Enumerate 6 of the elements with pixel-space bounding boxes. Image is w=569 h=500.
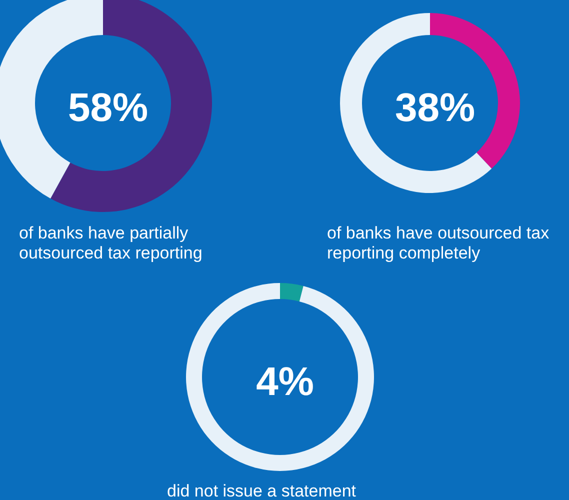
text: did not issue a statement — [167, 482, 356, 500]
text: 58% — [68, 86, 148, 130]
text: of banks have partially outsourced tax reporting — [19, 224, 202, 262]
text: of banks have outsourced tax reporting completely — [327, 224, 554, 262]
text: 38% — [394, 86, 476, 130]
text: 4% — [256, 360, 314, 404]
